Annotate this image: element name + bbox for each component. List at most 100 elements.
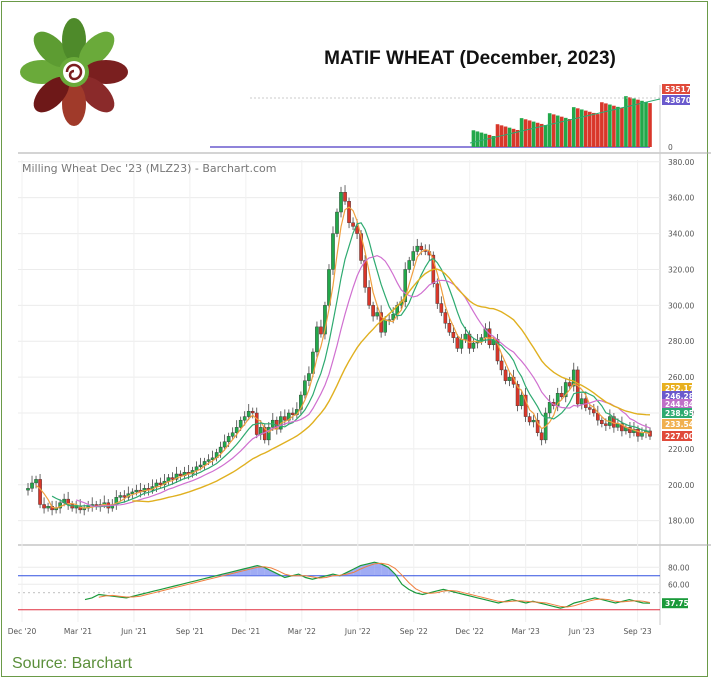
candle-body [411,251,416,261]
price-badge [662,383,692,393]
candle-body [592,409,596,414]
price-tick-label: 180.00 [668,517,694,526]
candle-body [563,382,568,398]
candle-body [604,423,608,426]
candle-body [579,398,584,405]
x-tick-label: Jun '22 [344,627,371,636]
candle-body [527,416,532,423]
volume-badge [662,95,690,105]
price-badge-label: 233.54 [665,420,694,429]
candle-body [347,201,351,223]
price-tick-label: 220.00 [668,445,694,454]
brand-logo [18,16,130,128]
candle-body [154,482,159,487]
candle-body [519,394,524,407]
candle-body [620,423,624,432]
oscillator-line [84,561,651,609]
volume-bar [551,114,556,147]
candle-body [250,410,255,414]
x-tick-label: Jun '21 [120,627,147,636]
candle-body [238,419,243,428]
candle-body [523,394,528,417]
candle-body [122,495,127,498]
candle-body [74,506,78,509]
x-tick-label: Dec '21 [232,627,261,636]
volume-bar [592,112,596,147]
volume-bar [583,110,588,147]
osc-overbought-fill [395,574,402,576]
candle-body [174,473,179,480]
price-tick-label: 260.00 [668,373,694,382]
volume-bar [588,111,592,147]
candle-body [499,360,504,371]
volume-badge-label: 53517 [665,85,691,94]
candle-body [531,419,536,423]
candle-body [439,303,444,313]
price-badge-label: 246.28 [665,392,694,401]
volume-bar [507,127,512,147]
candle-body [600,419,604,424]
volume-bar [519,118,524,147]
price-tick-label: 380.00 [668,158,694,167]
candle-body [339,192,343,213]
volume-bar [487,134,492,147]
candle-body [367,287,371,306]
ma-long-line [132,268,651,503]
price-badge [662,419,692,429]
candle-body [487,328,492,346]
price-badge [662,431,692,441]
candle-body [355,226,359,234]
volume-bar [604,103,608,147]
volume-bar [608,104,612,147]
volume-bar [479,132,484,147]
candle-body [134,489,139,493]
candle-body [331,233,335,270]
candle-body [383,319,387,333]
logo-petal [78,76,115,113]
candle-body [559,393,564,398]
ma-slow-line [76,254,651,507]
logo-petal [20,60,64,84]
candle-body [319,326,323,335]
x-tick-label: Dec '22 [455,627,484,636]
candle-body [636,428,640,437]
volume-bar [523,119,528,147]
candle-body [242,416,247,421]
volume-badge-label: 43670 [665,96,691,105]
candle-body [246,410,251,417]
price-badge-label: 227.00 [665,432,694,441]
candle-body [628,427,632,433]
candle-body [335,211,339,234]
candle-body [363,260,367,288]
volume-bar [575,108,580,147]
candle-body [351,222,355,227]
candle-body [375,312,379,317]
candle-body [471,342,476,349]
osc-overbought-fill [374,562,382,576]
chart-title: MATIF WHEAT (December, 2023) [324,48,616,69]
volume-bar [543,125,548,147]
volume-bar [632,98,636,147]
logo-petal [62,18,86,62]
candle-body [303,380,307,396]
volume-bar [567,119,572,147]
volume-bar [596,114,600,147]
candle-body [34,479,38,484]
candle-body [166,477,171,482]
x-tick-label: Mar '22 [288,627,316,636]
price-tick-label: 360.00 [668,194,694,203]
logo-petal [33,76,70,113]
x-tick-label: Sep '22 [400,627,428,636]
candle-body [315,326,319,353]
volume-bar [531,121,536,147]
candle-body [507,376,512,381]
symbol-label: Milling Wheat Dec '23 (MLZ23) - Barchart… [22,162,276,175]
volume-bar [539,123,544,147]
candle-body [588,407,592,410]
price-badge-label: 252.17 [665,384,694,393]
candle-body [391,314,395,320]
candle-body [283,416,287,421]
ma-mid-line [51,222,651,508]
volume-bar [648,103,652,147]
